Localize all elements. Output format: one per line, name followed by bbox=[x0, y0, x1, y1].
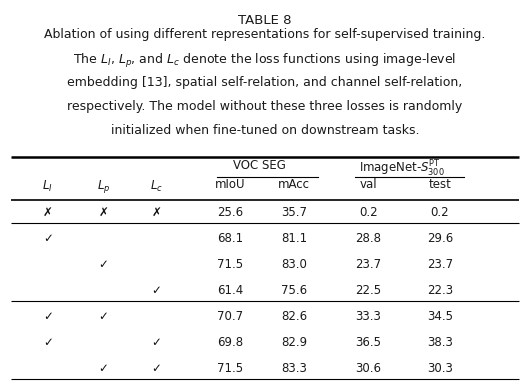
Text: ✓: ✓ bbox=[152, 336, 161, 349]
Text: Ablation of using different representations for self-supervised training.: Ablation of using different representati… bbox=[45, 28, 485, 41]
Text: 69.8: 69.8 bbox=[217, 336, 244, 349]
Text: initialized when fine-tuned on downstream tasks.: initialized when fine-tuned on downstrea… bbox=[111, 124, 419, 137]
Text: val: val bbox=[359, 178, 377, 192]
Text: 70.7: 70.7 bbox=[217, 310, 244, 323]
Text: 28.8: 28.8 bbox=[355, 232, 382, 245]
Text: ✗: ✗ bbox=[152, 206, 161, 219]
Text: 38.3: 38.3 bbox=[427, 336, 453, 349]
Text: 83.0: 83.0 bbox=[281, 258, 307, 271]
Text: 23.7: 23.7 bbox=[427, 258, 453, 271]
Text: ✓: ✓ bbox=[152, 362, 161, 375]
Text: 61.4: 61.4 bbox=[217, 284, 244, 297]
Text: ✓: ✓ bbox=[99, 310, 108, 323]
Text: ✓: ✓ bbox=[43, 336, 52, 349]
Text: 33.3: 33.3 bbox=[356, 310, 381, 323]
Text: mAcc: mAcc bbox=[278, 178, 310, 192]
Text: 71.5: 71.5 bbox=[217, 258, 244, 271]
Text: ✓: ✓ bbox=[152, 284, 161, 297]
Text: $L_p$: $L_p$ bbox=[96, 178, 110, 196]
Text: $L_c$: $L_c$ bbox=[150, 178, 163, 194]
Text: 83.3: 83.3 bbox=[281, 362, 307, 375]
Text: embedding [13], spatial self-relation, and channel self-relation,: embedding [13], spatial self-relation, a… bbox=[67, 76, 463, 89]
Text: 30.6: 30.6 bbox=[355, 362, 382, 375]
Text: 82.9: 82.9 bbox=[281, 336, 307, 349]
Text: mIoU: mIoU bbox=[215, 178, 246, 192]
Text: 75.6: 75.6 bbox=[281, 284, 307, 297]
Text: 30.3: 30.3 bbox=[427, 362, 453, 375]
Text: ✓: ✓ bbox=[43, 310, 52, 323]
Text: ✓: ✓ bbox=[43, 232, 52, 245]
Text: 36.5: 36.5 bbox=[355, 336, 382, 349]
Text: ✓: ✓ bbox=[99, 362, 108, 375]
Text: 35.7: 35.7 bbox=[281, 206, 307, 219]
Text: VOC SEG: VOC SEG bbox=[233, 159, 286, 172]
Text: respectively. The model without these three losses is randomly: respectively. The model without these th… bbox=[67, 100, 463, 113]
Text: 68.1: 68.1 bbox=[217, 232, 244, 245]
Text: 29.6: 29.6 bbox=[427, 232, 453, 245]
Text: TABLE 8: TABLE 8 bbox=[238, 14, 292, 27]
Text: 71.5: 71.5 bbox=[217, 362, 244, 375]
Text: ✓: ✓ bbox=[99, 258, 108, 271]
Text: 0.2: 0.2 bbox=[359, 206, 378, 219]
Text: ✗: ✗ bbox=[99, 206, 108, 219]
Text: 22.5: 22.5 bbox=[355, 284, 382, 297]
Text: ImageNet-$S^{\rm PT}_{300}$: ImageNet-$S^{\rm PT}_{300}$ bbox=[359, 159, 444, 179]
Text: test: test bbox=[428, 178, 452, 192]
Text: The $L_I$, $L_p$, and $L_c$ denote the loss functions using image-level: The $L_I$, $L_p$, and $L_c$ denote the l… bbox=[74, 52, 456, 70]
Text: 0.2: 0.2 bbox=[430, 206, 449, 219]
Text: 23.7: 23.7 bbox=[355, 258, 382, 271]
Text: ✗: ✗ bbox=[43, 206, 52, 219]
Text: 82.6: 82.6 bbox=[281, 310, 307, 323]
Text: 34.5: 34.5 bbox=[427, 310, 453, 323]
Text: 25.6: 25.6 bbox=[217, 206, 244, 219]
Text: 22.3: 22.3 bbox=[427, 284, 453, 297]
Text: $L_I$: $L_I$ bbox=[42, 178, 53, 194]
Text: 81.1: 81.1 bbox=[281, 232, 307, 245]
